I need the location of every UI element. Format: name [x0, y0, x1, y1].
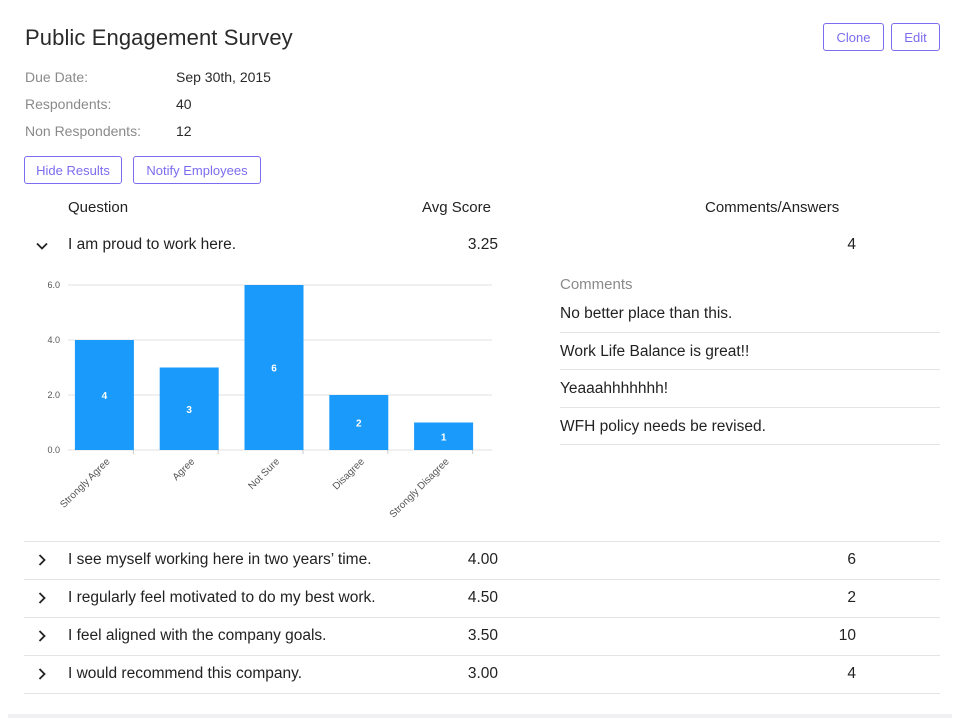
avg-score: 3.50	[467, 627, 498, 644]
row-divider	[24, 655, 940, 656]
question-text[interactable]: I feel aligned with the company goals.	[68, 627, 327, 644]
comment-count: 2	[847, 589, 856, 606]
question-text[interactable]: I am proud to work here.	[68, 236, 236, 253]
x-tick-label: Strongly Disagree	[388, 456, 452, 520]
page-title: Public Engagement Survey	[25, 25, 293, 50]
question-column-header: Question	[68, 199, 129, 216]
avg-score: 4.00	[467, 551, 498, 568]
question-text[interactable]: I see myself working here in two years’ …	[68, 551, 372, 568]
comment-count: 4	[847, 665, 856, 682]
question-text[interactable]: I would recommend this company.	[68, 665, 303, 682]
notify-employees-button[interactable]: Notify Employees	[133, 156, 261, 184]
clone-button[interactable]: Clone	[823, 23, 884, 51]
comment-count: 10	[838, 627, 856, 644]
row-divider	[24, 541, 940, 542]
comment-item: Yeaaahhhhhhh!	[560, 380, 669, 397]
comment-divider	[560, 332, 940, 333]
x-tick-label: Disagree	[331, 456, 367, 492]
bar-value-label: 2	[356, 419, 362, 430]
bar-not-sure[interactable]	[244, 285, 304, 450]
edit-button[interactable]: Edit	[891, 23, 940, 51]
comment-item: WFH policy needs be revised.	[560, 418, 766, 435]
bar-value-label: 1	[441, 432, 447, 443]
bar-agree[interactable]	[159, 367, 219, 451]
y-tick-label: 0.0	[47, 445, 60, 455]
bar-strongly-agree[interactable]	[74, 340, 134, 450]
y-tick-label: 2.0	[47, 390, 60, 400]
bar-value-label: 3	[186, 405, 192, 416]
x-tick-label: Strongly Agree	[58, 456, 112, 510]
comments-heading: Comments	[560, 276, 633, 293]
row-divider	[24, 693, 940, 694]
hide-results-button[interactable]: Hide Results	[24, 156, 122, 184]
bar-value-label: 6	[271, 364, 277, 375]
bar-value-label: 4	[102, 391, 108, 402]
score-distribution-chart: 0.0 2.0 4.0 6.0 4 Strongly Agree 3 Agree 6 Not Su…	[24, 272, 514, 532]
y-tick-label: 4.0	[47, 335, 60, 345]
row-divider	[24, 579, 940, 580]
due-date-label: Due Date:	[25, 69, 89, 85]
non-respondents-value: 12	[176, 123, 192, 139]
comment-item: No better place than this.	[560, 305, 733, 322]
bar-strongly-disagree[interactable]	[414, 422, 474, 451]
non-respondents-label: Non Respondents:	[25, 123, 141, 139]
respondents-value: 40	[176, 96, 192, 112]
avg-score-column-header: Avg Score	[422, 199, 491, 216]
avg-score: 4.50	[467, 589, 498, 606]
comments-column-header: Comments/Answers	[705, 199, 840, 216]
x-tick-label: Agree	[171, 456, 198, 483]
chevron-right-icon[interactable]	[35, 629, 49, 643]
due-date-value: Sep 30th, 2015	[176, 69, 271, 85]
comment-divider	[560, 444, 940, 445]
respondents-label: Respondents:	[25, 96, 112, 112]
avg-score: 3.25	[467, 236, 498, 253]
card-bottom-edge	[8, 714, 952, 718]
comment-divider	[560, 369, 940, 370]
chevron-right-icon[interactable]	[35, 553, 49, 567]
x-tick-label: Not Sure	[246, 456, 282, 492]
comment-count: 6	[847, 551, 856, 568]
y-tick-label: 6.0	[47, 280, 60, 290]
comment-item: Work Life Balance is great!!	[560, 343, 750, 360]
chevron-right-icon[interactable]	[35, 591, 49, 605]
question-text[interactable]: I regularly feel motivated to do my best…	[68, 589, 376, 606]
comment-count: 4	[847, 236, 856, 253]
bar-disagree[interactable]	[329, 395, 389, 450]
avg-score: 3.00	[467, 665, 498, 682]
chevron-right-icon[interactable]	[35, 667, 49, 681]
chevron-down-icon[interactable]	[35, 239, 49, 253]
bar-chart-svg: 0.0 2.0 4.0 6.0 4 Strongly Agree 3 Agree 6 Not Su…	[47, 280, 492, 520]
comment-divider	[560, 407, 940, 408]
row-divider	[24, 617, 940, 618]
